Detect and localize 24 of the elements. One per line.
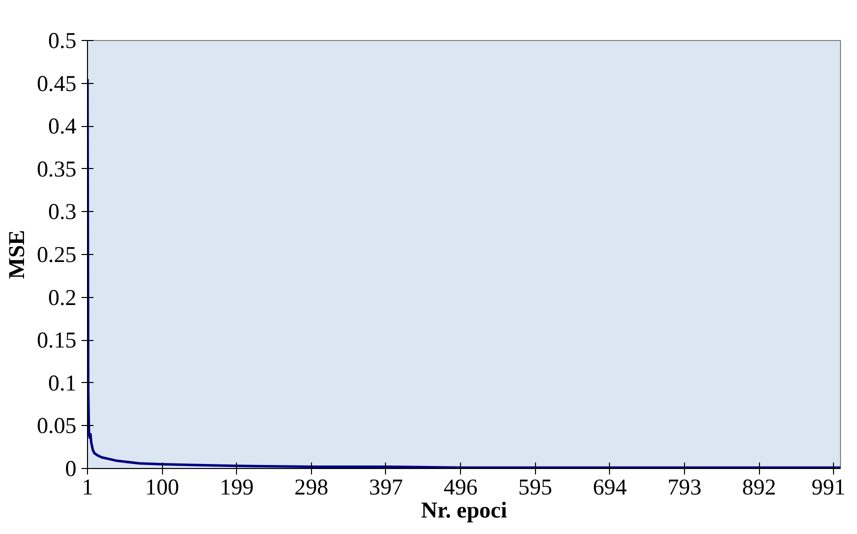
x-tick-label: 595: [518, 474, 552, 500]
x-tick-label: 793: [667, 474, 702, 500]
y-tick-label: 0.05: [36, 413, 77, 438]
y-tick-label: 0.3: [48, 199, 77, 224]
y-tick-label: 0.35: [36, 156, 77, 182]
x-tick-label: 496: [444, 474, 478, 500]
y-tick-label: 0: [65, 456, 76, 481]
y-tick-label: 0.1: [48, 370, 77, 396]
y-tick-label: 0.4: [48, 114, 77, 139]
y-tick-label: 0.2: [48, 284, 77, 310]
x-tick-label: 892: [742, 474, 776, 500]
y-tick-label: 0.45: [36, 70, 77, 96]
x-tick-label: 100: [145, 474, 180, 500]
x-tick-label: 694: [592, 474, 627, 500]
x-tick-label: 991: [812, 474, 846, 500]
y-tick-label: 0.25: [36, 242, 77, 267]
y-tick-label: 0.5: [48, 28, 77, 53]
y-tick-label: 0.15: [36, 328, 77, 353]
y-axis-title: MSE: [4, 230, 29, 280]
x-tick-label: 298: [294, 474, 328, 500]
x-tick-label: 1: [82, 474, 94, 500]
x-tick-label: 397: [368, 474, 403, 500]
x-tick-label: 199: [220, 474, 254, 500]
x-axis-title: Nr. epoci: [421, 498, 508, 522]
